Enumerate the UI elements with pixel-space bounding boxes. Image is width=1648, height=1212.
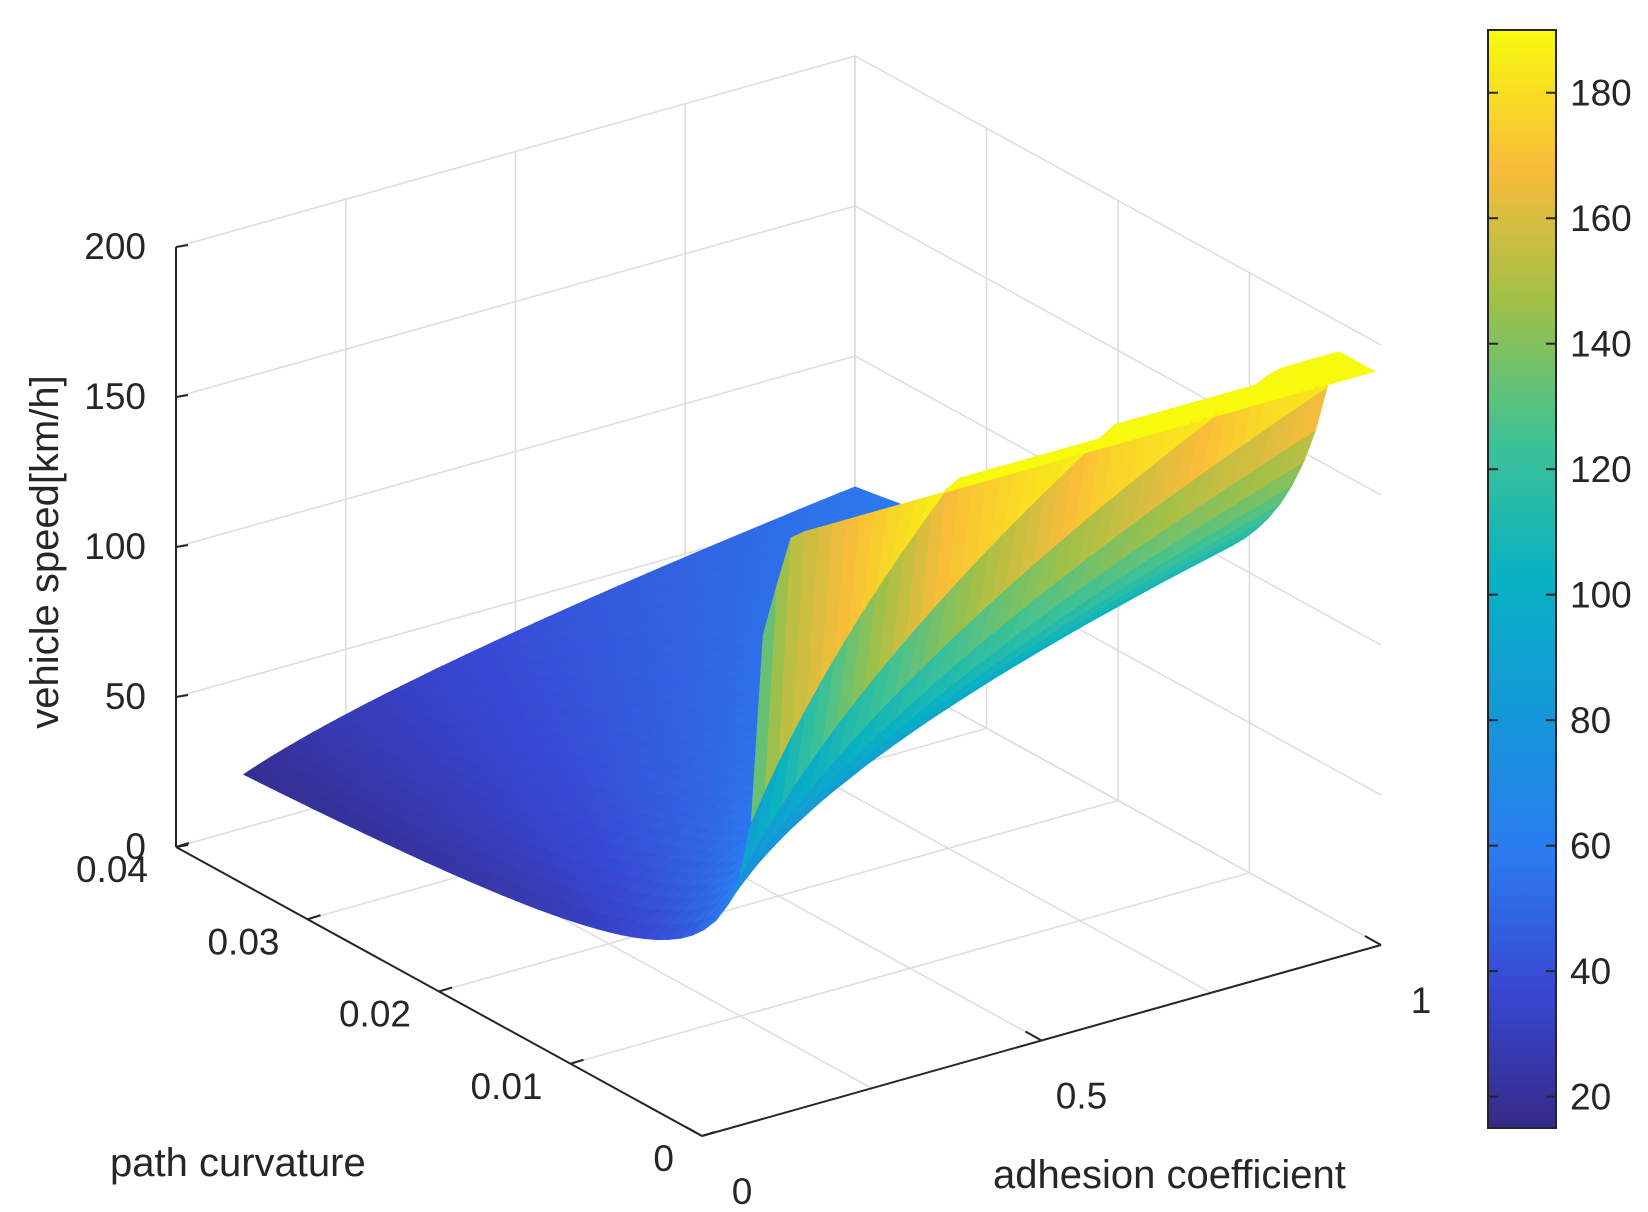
x-tick-mark	[1364, 935, 1382, 946]
x-tick-mark	[1025, 1030, 1042, 1042]
y-tick-mark	[438, 986, 453, 993]
x-tick-label: 1	[1411, 980, 1432, 1021]
z-tick-label: 150	[84, 376, 146, 417]
colorbar-tick-label: 120	[1570, 449, 1632, 490]
colorbar-tick-label: 100	[1570, 575, 1632, 616]
colorbar-frame	[1487, 29, 1557, 1129]
surface-patch	[1347, 364, 1376, 376]
z-axis-label: vehicle speed[km/h]	[23, 375, 67, 729]
colorbar-fill	[1488, 30, 1556, 1128]
y-axis-ticks: 0 0.01 0.02 0.03 0.04	[76, 842, 716, 1179]
z-tick-label: 100	[84, 526, 146, 567]
z-axis-ticks: 0 50 100 150 200	[84, 226, 189, 867]
colorbar-tick-label: 60	[1570, 826, 1611, 867]
x-axis-label: adhesion coefficient	[993, 1153, 1346, 1197]
colorbar-ticks: 20 40 60 80 100 120 140 160 180	[1488, 73, 1632, 1118]
y-tick-mark	[701, 1131, 716, 1137]
z-tick-label: 50	[105, 676, 146, 717]
colorbar-tick-label: 140	[1570, 324, 1632, 365]
x-tick-label: 0.5	[1056, 1076, 1107, 1117]
colorbar-tick-label: 160	[1570, 198, 1632, 239]
y-tick-label: 0.03	[207, 921, 279, 962]
y-tick-label: 0	[653, 1138, 674, 1179]
y-tick-label: 0.02	[339, 994, 411, 1035]
y-axis-label: path curvature	[110, 1141, 366, 1185]
colorbar: 20 40 60 80 100 120 140 160 180	[1487, 29, 1632, 1129]
y-tick-mark	[307, 914, 321, 921]
z-tick-mark	[175, 694, 189, 698]
y-tick-label: 0.04	[76, 849, 148, 890]
x-axis-ticks: 00.51	[685, 935, 1432, 1212]
colorbar-tick-label: 40	[1570, 951, 1611, 992]
colorbar-tick-label: 180	[1570, 73, 1632, 114]
z-tick-mark	[175, 544, 189, 548]
x-tick-mark	[685, 1126, 703, 1137]
z-tick-label: 0	[125, 826, 146, 867]
speed-surface	[242, 351, 1376, 941]
gridline-z	[175, 55, 1382, 346]
y-tick-label: 0.01	[470, 1066, 542, 1107]
colorbar-tick-label: 80	[1570, 700, 1611, 741]
z-tick-mark	[175, 394, 189, 398]
z-tick-mark	[175, 244, 189, 248]
y-tick-mark	[175, 842, 190, 848]
colorbar-tick-label: 20	[1570, 1077, 1611, 1118]
x-tick-label: 0	[732, 1171, 753, 1212]
y-tick-mark	[570, 1058, 584, 1065]
z-tick-label: 200	[84, 226, 146, 267]
